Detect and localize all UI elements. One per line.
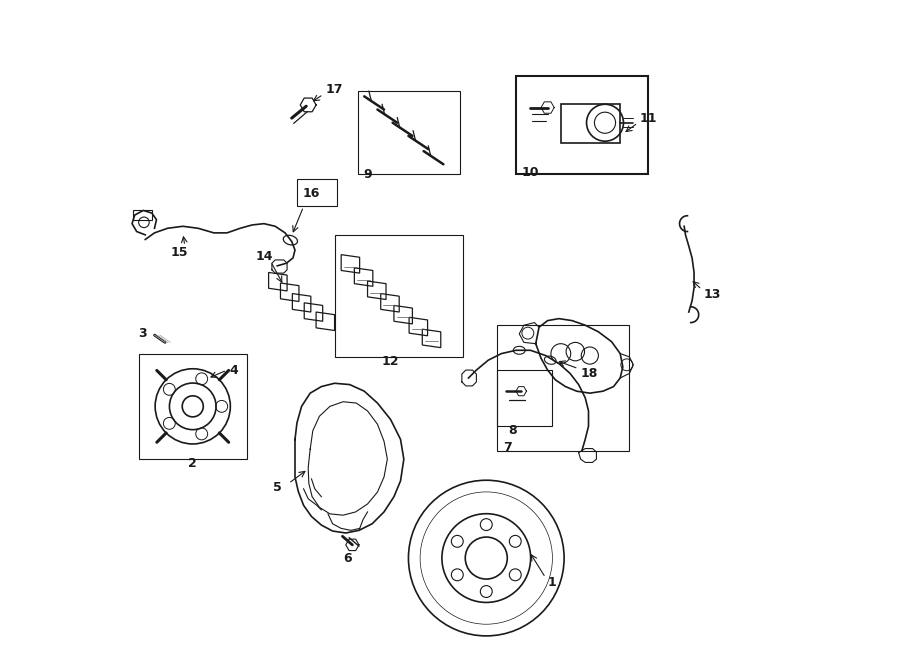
Text: 1: 1 (547, 576, 556, 589)
Bar (561, 104, 620, 143)
Text: 11: 11 (640, 112, 658, 125)
Text: 7: 7 (503, 442, 511, 454)
Text: 6: 6 (344, 551, 352, 564)
Bar (139, 354, 248, 459)
Bar (516, 76, 648, 174)
Bar (498, 325, 629, 451)
Text: 13: 13 (704, 288, 721, 301)
Text: 12: 12 (382, 355, 400, 368)
Bar (335, 235, 464, 357)
Bar (133, 210, 152, 219)
Text: 18: 18 (580, 367, 598, 380)
Text: 17: 17 (325, 83, 343, 97)
Bar (357, 91, 460, 174)
Text: 14: 14 (256, 250, 273, 263)
Text: 10: 10 (521, 166, 539, 178)
Text: 3: 3 (139, 327, 148, 340)
Text: 16: 16 (302, 187, 320, 200)
Bar (297, 178, 337, 206)
Text: 9: 9 (363, 169, 372, 181)
Bar (498, 370, 552, 426)
Text: 2: 2 (188, 457, 197, 469)
Text: 4: 4 (229, 364, 238, 377)
Text: 15: 15 (171, 246, 188, 259)
Text: 5: 5 (273, 481, 282, 494)
Text: 8: 8 (508, 424, 517, 438)
